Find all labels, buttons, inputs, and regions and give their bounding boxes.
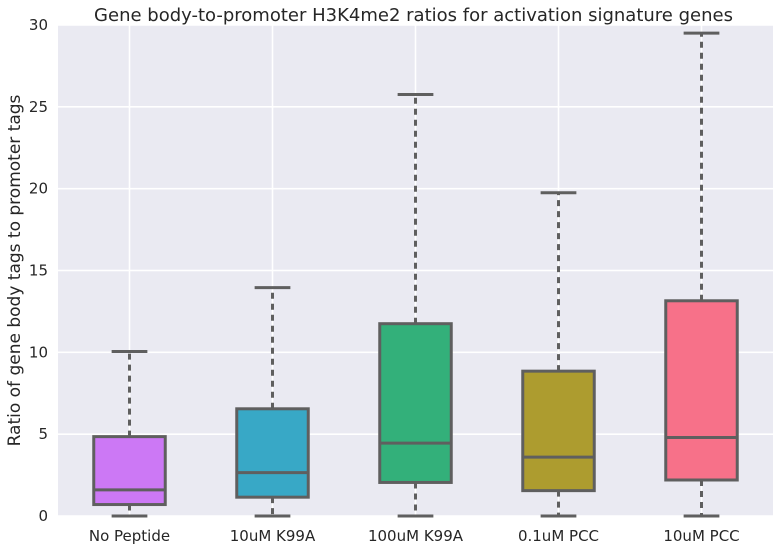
box-iqr [664,299,739,482]
x-axis-ticks: No Peptide 10uM K99A 100uM K99A 0.1uM PCC 10… [89,527,740,545]
y-tick-label: 15 [29,262,48,280]
chart-title: Gene body-to-promoter H3K4me2 ratios for… [94,5,733,26]
y-tick-label: 25 [29,98,48,116]
box-series [92,31,739,518]
box-iqr [235,407,310,499]
box-2 [235,286,310,518]
box-iqr [378,322,453,484]
x-tick-label: 0.1uM PCC [518,527,599,545]
y-axis-ticks: 0 5 10 15 20 25 30 [29,16,48,525]
box-1 [92,350,167,518]
y-tick-label: 0 [38,507,48,525]
box-iqr [521,369,596,493]
box-3 [378,93,453,518]
x-tick-label: 10uM PCC [663,527,739,545]
y-tick-label: 30 [29,16,48,34]
y-axis-label: Ratio of gene body tags to promoter tags [5,94,25,446]
y-tick-label: 10 [29,343,48,361]
x-tick-label: 10uM K99A [230,527,316,545]
box-4 [521,191,596,518]
x-tick-label: No Peptide [89,527,170,545]
box-iqr [92,435,167,507]
y-tick-label: 5 [38,425,48,443]
y-tick-label: 20 [29,180,48,198]
box-5 [664,31,739,518]
x-tick-label: 100uM K99A [368,527,464,545]
